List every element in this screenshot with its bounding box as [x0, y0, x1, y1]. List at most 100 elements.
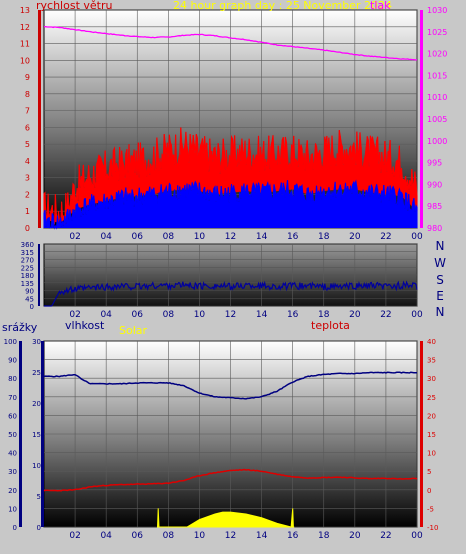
- x-tick-label: 14: [256, 310, 268, 320]
- wind-y-tick-label: 10: [20, 56, 30, 65]
- temperature-y-tick-label: 10: [427, 450, 436, 458]
- x-tick-label: 06: [132, 531, 144, 541]
- direction-y-tick-label: 315: [21, 249, 34, 257]
- x-tick-label: 06: [132, 232, 144, 242]
- pressure-series: [44, 25, 417, 61]
- rain-y-tick-label: 0: [13, 524, 17, 532]
- x-tick-label: 04: [100, 531, 112, 541]
- humidity-y-tick-label: 20: [32, 400, 41, 408]
- x-tick-label: 08: [163, 310, 175, 320]
- direction-label-e: E: [436, 289, 444, 303]
- x-tick-label: 04: [100, 310, 112, 320]
- humidity-series: [43, 371, 417, 400]
- humidity-y-tick-label: 10: [32, 462, 41, 470]
- x-tick-label: 22: [380, 310, 391, 320]
- wind-y-tick-label: 12: [20, 23, 30, 32]
- chart-title: 24 hour graph day : 25 November 2024: [173, 0, 392, 12]
- humidity-y-tick-label: 5: [37, 493, 41, 501]
- solar-series: [156, 508, 295, 528]
- wind-y-tick-label: 4: [25, 157, 30, 166]
- pressure-y-tick-label: 1020: [427, 50, 447, 59]
- wind-y-tick-label: 7: [25, 107, 30, 116]
- rain-y-tick-label: 50: [8, 431, 17, 439]
- humidity-y-tick-label: 30: [32, 338, 41, 346]
- x-tick-label: 14: [256, 531, 268, 541]
- rain-y-tick-label: 20: [8, 487, 17, 495]
- x-tick-label: 10: [194, 310, 206, 320]
- rain-axis-bar: [19, 341, 22, 527]
- wind-direction-series: [44, 280, 418, 307]
- rain-y-tick-label: 90: [8, 357, 17, 365]
- humidity-label: vlhkost: [65, 319, 105, 332]
- temperature-y-tick-label: 25: [427, 394, 436, 402]
- rain-y-tick-label: 40: [8, 450, 17, 458]
- x-tick-label: 18: [318, 531, 330, 541]
- temperature-axis-bar: [420, 341, 423, 527]
- pressure-y-tick-label: 985: [427, 202, 442, 211]
- x-tick-label: 02: [69, 310, 80, 320]
- direction-label-n-top: N: [436, 239, 445, 253]
- pressure-y-tick-label: 1030: [427, 6, 447, 15]
- temperature-y-tick-label: -5: [427, 505, 434, 513]
- x-tick-label: 16: [287, 531, 299, 541]
- x-tick-label: 10: [194, 531, 206, 541]
- temperature-series: [43, 468, 418, 492]
- pressure-axis-bar: [420, 10, 423, 228]
- x-tick-label: 22: [380, 232, 391, 242]
- wind-y-tick-label: 11: [20, 40, 30, 49]
- x-tick-label: 08: [163, 531, 175, 541]
- x-tick-label: 00: [411, 310, 423, 320]
- direction-y-tick-label: 45: [25, 295, 34, 303]
- direction-y-tick-label: 90: [25, 288, 34, 296]
- x-tick-label: 18: [318, 232, 330, 242]
- pressure-y-tick-label: 1025: [427, 28, 447, 37]
- x-tick-label: 12: [225, 310, 236, 320]
- temperature-y-tick-label: 15: [427, 431, 436, 439]
- x-tick-label: 12: [225, 232, 236, 242]
- wind-y-tick-label: 13: [20, 6, 30, 15]
- rain-y-tick-label: 70: [8, 394, 17, 402]
- x-tick-label: 22: [380, 531, 391, 541]
- rain-y-tick-label: 10: [8, 505, 17, 513]
- wind-speed-label: rychlost větru: [36, 0, 112, 12]
- wind-speed-series: [43, 180, 418, 228]
- pressure-y-tick-label: 990: [427, 180, 442, 189]
- wind-y-tick-label: 6: [25, 123, 30, 132]
- x-tick-label: 16: [287, 310, 299, 320]
- wind-y-tick-label: 3: [25, 174, 30, 183]
- temperature-label: teplota: [311, 319, 350, 332]
- x-tick-label: 14: [256, 232, 268, 242]
- x-tick-label: 08: [163, 232, 175, 242]
- x-tick-label: 12: [225, 531, 236, 541]
- humidity-y-tick-label: 15: [32, 431, 41, 439]
- temperature-y-tick-label: 5: [427, 468, 431, 476]
- temperature-y-tick-label: 35: [427, 357, 436, 365]
- direction-y-tick-label: 0: [30, 303, 34, 311]
- pressure-y-tick-label: 1015: [427, 71, 447, 80]
- pressure-y-tick-label: 1010: [427, 93, 447, 102]
- wind-y-tick-label: 0: [25, 224, 30, 233]
- direction-label-w: W: [434, 256, 446, 270]
- x-tick-label: 16: [287, 232, 299, 242]
- x-tick-label: 00: [411, 232, 423, 242]
- direction-y-tick-label: 180: [21, 272, 34, 280]
- wind-y-tick-label: 1: [25, 207, 30, 216]
- wind-y-tick-label: 5: [25, 140, 30, 149]
- direction-label-n-bottom: N: [436, 305, 445, 319]
- wind-y-tick-label: 2: [25, 190, 30, 199]
- direction-y-tick-label: 270: [21, 257, 34, 265]
- x-tick-label: 10: [194, 232, 206, 242]
- solar-label: Solar: [119, 324, 148, 337]
- rain-label: srážky: [2, 321, 38, 334]
- pressure-y-tick-label: 1005: [427, 115, 447, 124]
- humidity-y-tick-label: 0: [37, 524, 41, 532]
- wind-gust-line: [43, 127, 418, 226]
- x-tick-label: 20: [349, 531, 361, 541]
- wind-y-tick-label: 8: [25, 90, 30, 99]
- x-tick-label: 20: [349, 310, 361, 320]
- x-tick-label: 02: [69, 232, 80, 242]
- x-tick-label: 06: [132, 310, 144, 320]
- direction-axis-bar: [38, 244, 40, 306]
